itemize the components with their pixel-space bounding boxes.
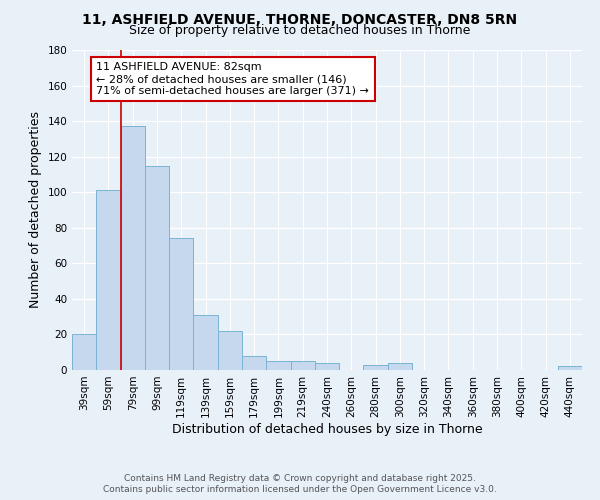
Bar bbox=[169, 238, 193, 370]
Bar bbox=[315, 363, 339, 370]
X-axis label: Distribution of detached houses by size in Thorne: Distribution of detached houses by size … bbox=[172, 422, 482, 436]
Bar bbox=[72, 334, 96, 370]
Text: 11, ASHFIELD AVENUE, THORNE, DONCASTER, DN8 5RN: 11, ASHFIELD AVENUE, THORNE, DONCASTER, … bbox=[82, 12, 518, 26]
Text: 11 ASHFIELD AVENUE: 82sqm
← 28% of detached houses are smaller (146)
71% of semi: 11 ASHFIELD AVENUE: 82sqm ← 28% of detac… bbox=[96, 62, 369, 96]
Y-axis label: Number of detached properties: Number of detached properties bbox=[29, 112, 42, 308]
Bar bbox=[266, 361, 290, 370]
Bar bbox=[242, 356, 266, 370]
Bar bbox=[193, 315, 218, 370]
Bar bbox=[96, 190, 121, 370]
Bar bbox=[388, 363, 412, 370]
Text: Size of property relative to detached houses in Thorne: Size of property relative to detached ho… bbox=[130, 24, 470, 37]
Bar bbox=[364, 364, 388, 370]
Text: Contains HM Land Registry data © Crown copyright and database right 2025.
Contai: Contains HM Land Registry data © Crown c… bbox=[103, 474, 497, 494]
Bar bbox=[145, 166, 169, 370]
Bar bbox=[121, 126, 145, 370]
Bar bbox=[290, 361, 315, 370]
Bar bbox=[218, 331, 242, 370]
Bar bbox=[558, 366, 582, 370]
